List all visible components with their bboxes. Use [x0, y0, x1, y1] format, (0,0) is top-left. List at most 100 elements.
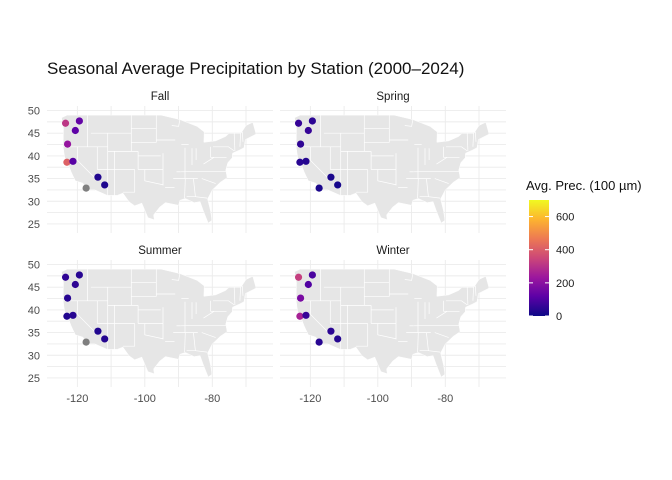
state-border — [466, 133, 469, 151]
colorbar — [529, 200, 549, 316]
station-point — [61, 273, 70, 281]
state-border — [241, 131, 244, 142]
facet-label-fall: Fall — [151, 91, 170, 103]
facet-label-summer: Summer — [138, 245, 182, 257]
state-border — [310, 146, 329, 179]
state-border — [213, 146, 235, 152]
state-border — [355, 323, 369, 347]
state-border — [413, 170, 460, 173]
state-border — [413, 324, 460, 327]
state-border — [184, 332, 186, 353]
station-point — [334, 335, 342, 343]
station-point — [308, 117, 316, 125]
state-border — [472, 287, 474, 301]
station-point — [71, 126, 79, 135]
station-point — [315, 184, 323, 192]
colorbar-tick-label: 200 — [556, 278, 574, 290]
state-border — [436, 157, 448, 165]
state-border — [434, 332, 449, 338]
state-border — [436, 311, 448, 319]
state-border — [171, 119, 181, 127]
station-point — [63, 312, 71, 320]
y-tick-label: 40 — [28, 151, 40, 163]
state-border — [201, 332, 216, 338]
state-border — [310, 300, 329, 333]
state-border — [472, 133, 474, 147]
state-border — [213, 300, 235, 306]
state-border — [180, 324, 227, 327]
y-tick-label: 25 — [28, 373, 40, 385]
state-border — [241, 285, 244, 296]
state-border — [233, 133, 236, 151]
state-border — [446, 146, 468, 152]
y-tick-label: 50 — [28, 260, 40, 272]
state-border — [239, 287, 241, 301]
state-border — [77, 300, 96, 333]
state-border — [428, 196, 441, 199]
facet-panel-summer: Summer 25 30 35 40 45 50 — [28, 245, 273, 387]
state-border — [404, 119, 414, 127]
state-border — [428, 350, 441, 353]
y-tick-label: 35 — [28, 328, 40, 340]
state-border — [446, 300, 468, 306]
legend-title: Avg. Prec. (100 µm) — [526, 178, 642, 193]
station-point — [63, 140, 72, 148]
station-point — [82, 184, 90, 192]
state-border — [203, 311, 215, 319]
state-border — [180, 170, 227, 173]
x-tick-label: -120 — [66, 393, 88, 405]
station-point — [94, 173, 102, 181]
station-point — [302, 157, 310, 165]
state-border — [474, 285, 477, 296]
station-point — [304, 126, 312, 135]
state-border — [195, 350, 208, 353]
state-border — [377, 169, 397, 186]
state-border — [184, 178, 186, 199]
station-point — [63, 294, 72, 302]
y-tick-label: 30 — [28, 196, 40, 208]
facet-panels: Fall 25 30 35 40 45 50 Spring Summer 25 30 35 40 45 50… — [28, 91, 506, 387]
y-tick-label: 35 — [28, 174, 40, 186]
state-border — [122, 323, 136, 347]
state-border — [443, 300, 460, 312]
x-tick-label: -80 — [437, 393, 453, 405]
y-tick-label: 45 — [28, 128, 40, 140]
state-border — [377, 323, 397, 340]
state-border — [417, 332, 419, 353]
state-border — [77, 146, 96, 179]
y-tick-label: 45 — [28, 282, 40, 294]
station-point — [304, 280, 312, 289]
station-point — [334, 181, 342, 189]
y-tick-label: 25 — [28, 219, 40, 231]
state-border — [474, 131, 477, 142]
state-border — [355, 169, 369, 193]
station-point — [75, 271, 83, 279]
state-border — [443, 146, 460, 158]
usa-basemap — [61, 268, 257, 378]
usa-basemap — [294, 114, 490, 224]
station-point — [61, 119, 70, 127]
station-point — [302, 311, 310, 319]
station-point — [75, 117, 83, 125]
station-point — [63, 158, 71, 166]
state-border — [144, 169, 164, 186]
x-tick-label: -80 — [204, 393, 220, 405]
facet-panel-winter: Winter — [280, 245, 506, 387]
station-point — [308, 271, 316, 279]
station-point — [327, 173, 335, 181]
x-tick-label: -100 — [134, 393, 156, 405]
state-border — [239, 133, 241, 147]
state-border — [434, 178, 449, 184]
usa-basemap — [294, 268, 490, 378]
colorbar-tick-label: 0 — [556, 311, 562, 323]
state-border — [201, 178, 216, 184]
station-point — [294, 119, 303, 127]
chart-title: Seasonal Average Precipitation by Statio… — [47, 59, 464, 78]
y-tick-label: 30 — [28, 350, 40, 362]
state-border — [171, 273, 181, 281]
station-point — [296, 294, 305, 302]
station-point — [296, 140, 305, 148]
colorbar-legend: Avg. Prec. (100 µm) 0 200 400 600 — [526, 178, 642, 323]
station-point — [296, 158, 304, 166]
